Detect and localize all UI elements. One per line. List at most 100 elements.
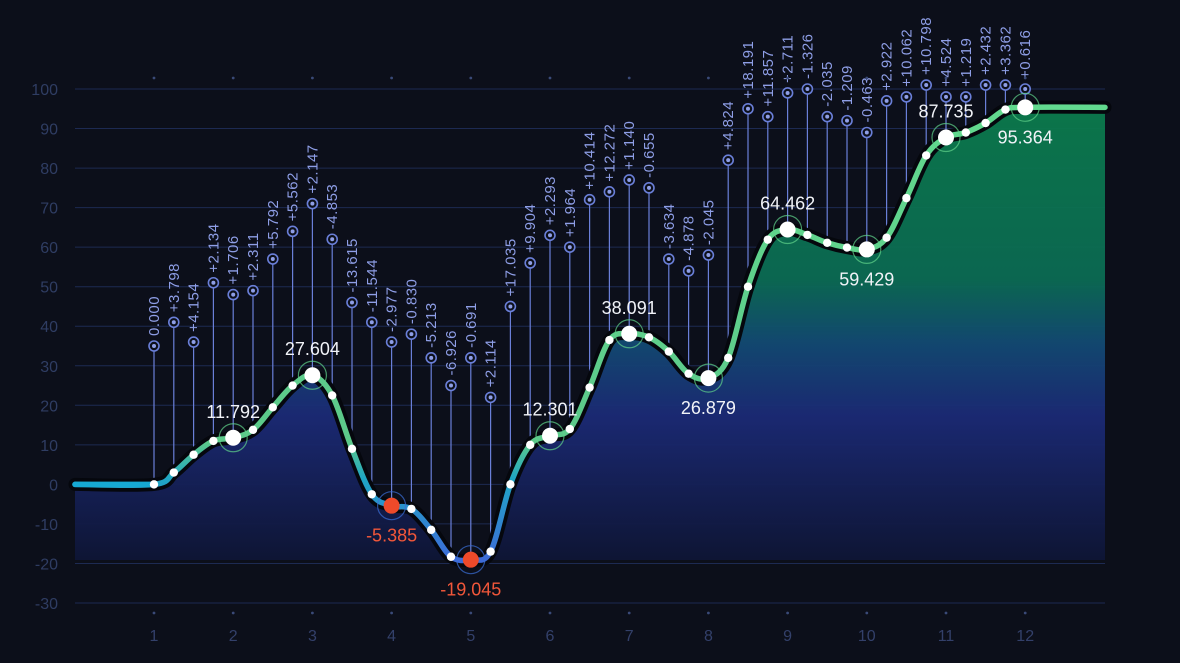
stem-marker-dot bbox=[152, 344, 156, 348]
data-point bbox=[565, 424, 574, 434]
data-point bbox=[169, 468, 178, 477]
delta-label: +0.616 bbox=[1017, 30, 1034, 79]
x-tick-label: 5 bbox=[466, 628, 475, 645]
x-tick-dot-top bbox=[1023, 76, 1027, 80]
data-point bbox=[981, 118, 990, 128]
x-tick-dot bbox=[152, 611, 156, 615]
stem-marker-dot bbox=[765, 114, 770, 119]
key-point-halo bbox=[218, 423, 248, 453]
y-tick-label: -30 bbox=[35, 596, 58, 613]
x-tick-dot bbox=[469, 611, 473, 615]
delta-label: -6.926 bbox=[443, 330, 460, 376]
delta-label: +3.798 bbox=[166, 263, 183, 312]
data-point bbox=[842, 243, 852, 252]
x-tick-dot bbox=[231, 611, 235, 615]
x-tick-dot-top bbox=[390, 76, 393, 80]
data-point bbox=[961, 128, 970, 137]
delta-label: +4.154 bbox=[186, 283, 203, 332]
area-under-curve bbox=[75, 107, 1105, 561]
data-point bbox=[446, 552, 456, 561]
delta-label: -5.213 bbox=[423, 302, 440, 348]
data-point bbox=[1001, 105, 1010, 114]
delta-label: -0.691 bbox=[463, 302, 480, 348]
data-point bbox=[407, 504, 416, 514]
y-tick-label: 20 bbox=[40, 398, 58, 415]
stem-marker-dot bbox=[825, 114, 830, 119]
x-tick-label: 11 bbox=[938, 628, 955, 645]
data-point bbox=[248, 425, 258, 435]
stem-marker-dot bbox=[607, 189, 612, 194]
stem-marker-dot bbox=[369, 320, 374, 325]
delta-label: +2.134 bbox=[205, 223, 222, 272]
delta-label: +2.114 bbox=[483, 339, 500, 387]
key-value-label: 12.301 bbox=[522, 400, 577, 420]
key-value-label: 27.604 bbox=[285, 339, 340, 359]
stem-marker-dot bbox=[409, 332, 414, 337]
y-tick-label: 80 bbox=[40, 161, 58, 178]
stem-marker-dot bbox=[290, 229, 295, 234]
delta-label: -4.878 bbox=[681, 215, 698, 261]
x-tick-dot-top bbox=[627, 76, 631, 80]
data-point bbox=[427, 525, 436, 535]
stem-marker-dot bbox=[864, 130, 869, 135]
key-value-label: 95.364 bbox=[998, 127, 1053, 147]
delta-label: -1.326 bbox=[799, 33, 816, 79]
delta-label: -4.853 bbox=[324, 184, 341, 230]
stem-marker-dot bbox=[251, 288, 255, 293]
delta-label: +2.311 bbox=[245, 232, 262, 280]
delta-label: -0.463 bbox=[859, 77, 876, 123]
stem-marker-dot bbox=[963, 94, 968, 99]
delta-label: +2.922 bbox=[879, 42, 896, 91]
x-tick-dot-top bbox=[548, 76, 552, 80]
key-point bbox=[938, 129, 954, 146]
key-point bbox=[858, 241, 875, 258]
x-tick-dot-top bbox=[865, 76, 869, 80]
stem-marker-dot bbox=[983, 83, 988, 88]
y-tick-label: 70 bbox=[40, 201, 58, 218]
x-tick-dot bbox=[944, 611, 948, 615]
x-tick-label: 4 bbox=[387, 628, 396, 645]
key-value-label: 59.429 bbox=[839, 269, 894, 289]
x-tick-dot bbox=[786, 611, 789, 615]
key-point bbox=[1017, 99, 1034, 116]
stem-marker-dot bbox=[706, 253, 711, 258]
delta-label: +1.140 bbox=[621, 121, 638, 170]
data-point bbox=[902, 193, 911, 203]
x-tick-dot bbox=[707, 611, 710, 615]
stem-marker-dot bbox=[508, 304, 513, 309]
key-point bbox=[383, 497, 400, 514]
x-tick-label: 2 bbox=[229, 628, 238, 645]
stem-marker-dot bbox=[468, 355, 473, 360]
x-tick-dot bbox=[627, 611, 631, 615]
stem-marker-dot bbox=[726, 158, 731, 163]
stem-marker-dot bbox=[587, 197, 592, 202]
x-tick-dot bbox=[1023, 611, 1027, 615]
stem-marker-dot bbox=[1023, 87, 1028, 91]
delta-label: +5.562 bbox=[285, 172, 302, 221]
data-points bbox=[149, 92, 1040, 575]
data-point bbox=[605, 335, 614, 345]
delta-label: +4.824 bbox=[720, 101, 737, 150]
key-point-halo bbox=[772, 214, 803, 245]
stem-marker-dot bbox=[647, 185, 651, 190]
x-tick-dot bbox=[311, 611, 314, 615]
stem-marker-dot bbox=[1003, 83, 1008, 88]
data-point bbox=[189, 450, 198, 459]
y-tick-label: 40 bbox=[40, 319, 58, 336]
delta-label: +11.857 bbox=[760, 50, 777, 107]
value-labels: 0.000+3.798 +4.154+2.134 +1.706 +2.311+5.79… bbox=[146, 17, 1053, 600]
y-tick-label: 50 bbox=[40, 280, 58, 297]
data-point bbox=[763, 235, 772, 244]
key-point bbox=[462, 551, 479, 568]
key-point bbox=[779, 221, 796, 238]
delta-label: -2.977 bbox=[384, 286, 401, 332]
data-point bbox=[684, 369, 693, 378]
key-value-label: 64.462 bbox=[760, 194, 815, 214]
x-tick-label: 6 bbox=[546, 628, 555, 645]
data-point bbox=[823, 238, 832, 248]
delta-label: -11.544 bbox=[364, 259, 381, 312]
delta-label: -13.615 bbox=[344, 238, 361, 292]
data-point bbox=[803, 230, 812, 240]
x-tick-dot-top bbox=[152, 76, 156, 80]
